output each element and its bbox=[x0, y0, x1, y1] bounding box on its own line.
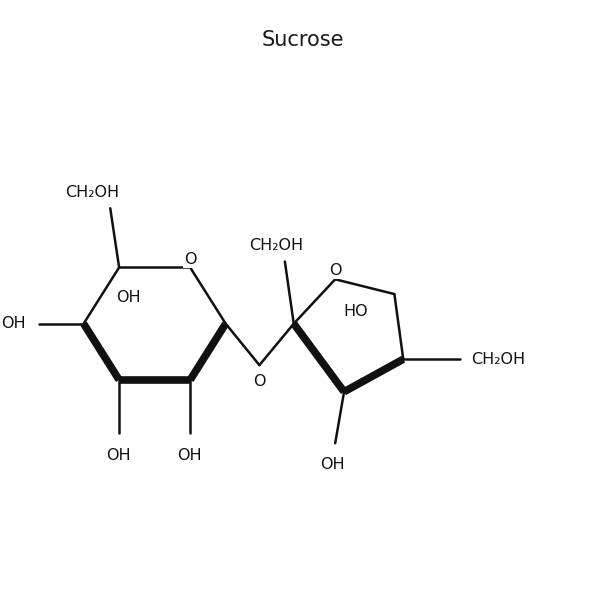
Text: OH: OH bbox=[320, 457, 344, 472]
Text: OH: OH bbox=[116, 290, 140, 305]
Text: OH: OH bbox=[1, 316, 26, 331]
Text: CH₂OH: CH₂OH bbox=[471, 352, 525, 367]
Text: OH: OH bbox=[176, 448, 201, 463]
Text: Sucrose: Sucrose bbox=[262, 29, 344, 50]
Text: O: O bbox=[253, 374, 266, 389]
Text: O: O bbox=[329, 263, 341, 278]
Text: O: O bbox=[184, 252, 196, 267]
Text: CH₂OH: CH₂OH bbox=[249, 238, 303, 253]
Text: OH: OH bbox=[106, 448, 130, 463]
Text: CH₂OH: CH₂OH bbox=[65, 185, 119, 200]
Text: HO: HO bbox=[344, 304, 368, 319]
